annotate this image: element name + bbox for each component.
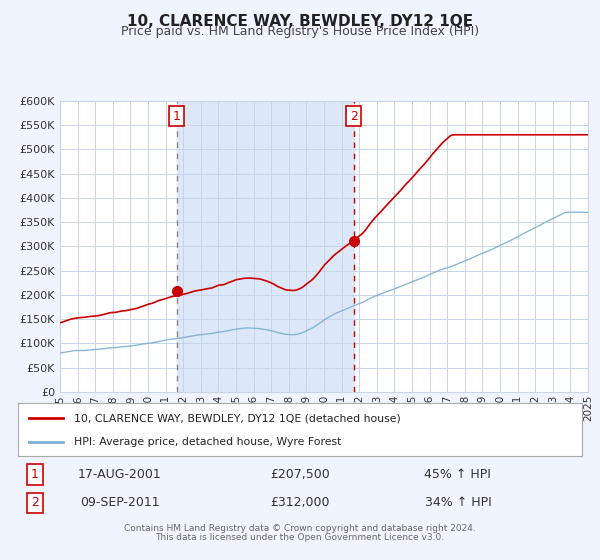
Text: 45% ↑ HPI: 45% ↑ HPI	[424, 468, 491, 481]
Bar	[176, 101, 354, 392]
Text: This data is licensed under the Open Government Licence v3.0.: This data is licensed under the Open Gov…	[155, 533, 445, 542]
Text: 2: 2	[350, 110, 358, 123]
Text: £312,000: £312,000	[270, 496, 330, 510]
Text: 1: 1	[173, 110, 181, 123]
Text: 34% ↑ HPI: 34% ↑ HPI	[425, 496, 491, 510]
Text: 1: 1	[31, 468, 39, 481]
Text: 10, CLARENCE WAY, BEWDLEY, DY12 1QE: 10, CLARENCE WAY, BEWDLEY, DY12 1QE	[127, 14, 473, 29]
Text: Price paid vs. HM Land Registry's House Price Index (HPI): Price paid vs. HM Land Registry's House …	[121, 25, 479, 38]
Text: £207,500: £207,500	[270, 468, 330, 481]
Text: 09-SEP-2011: 09-SEP-2011	[80, 496, 160, 510]
Text: 10, CLARENCE WAY, BEWDLEY, DY12 1QE (detached house): 10, CLARENCE WAY, BEWDLEY, DY12 1QE (det…	[74, 413, 401, 423]
Text: HPI: Average price, detached house, Wyre Forest: HPI: Average price, detached house, Wyre…	[74, 436, 342, 446]
Text: 17-AUG-2001: 17-AUG-2001	[77, 468, 161, 481]
Text: 2: 2	[31, 496, 39, 510]
Text: Contains HM Land Registry data © Crown copyright and database right 2024.: Contains HM Land Registry data © Crown c…	[124, 524, 476, 533]
